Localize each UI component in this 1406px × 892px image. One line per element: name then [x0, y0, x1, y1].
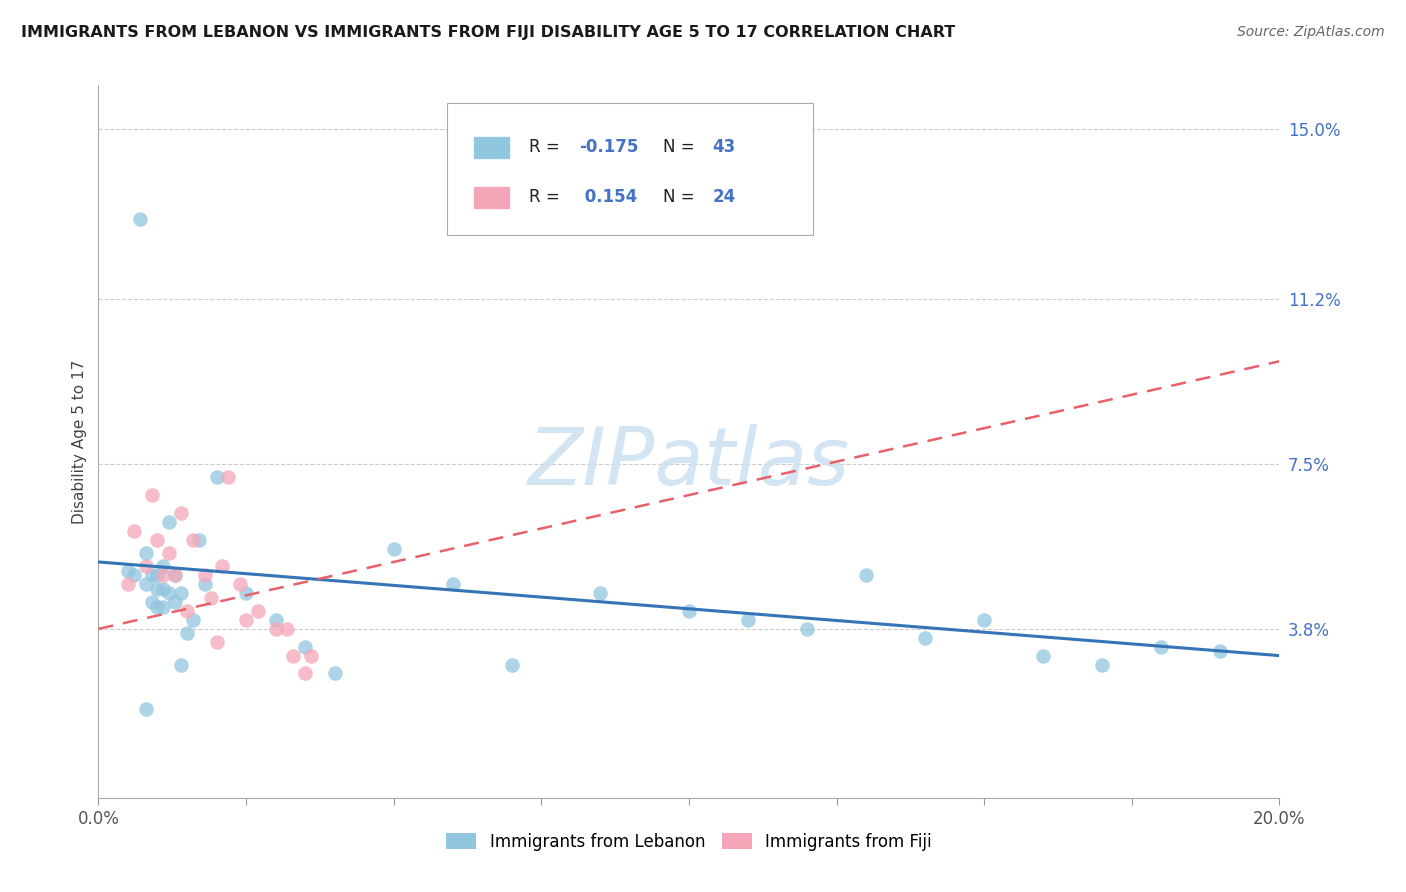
Point — [141, 488, 163, 502]
Text: IMMIGRANTS FROM LEBANON VS IMMIGRANTS FROM FIJI DISABILITY AGE 5 TO 17 CORRELATI: IMMIGRANTS FROM LEBANON VS IMMIGRANTS FR… — [21, 25, 955, 40]
Point — [194, 568, 217, 582]
Point — [501, 657, 523, 672]
Point — [152, 599, 174, 614]
Text: -0.175: -0.175 — [579, 138, 638, 156]
Point — [157, 586, 180, 600]
Point — [176, 626, 198, 640]
Point — [117, 577, 139, 591]
Text: ZIPatlas: ZIPatlas — [527, 424, 851, 502]
FancyBboxPatch shape — [447, 103, 813, 235]
Point — [117, 564, 139, 578]
Point — [914, 631, 936, 645]
Text: 43: 43 — [713, 138, 735, 156]
Point — [165, 568, 187, 582]
Point — [1150, 640, 1173, 654]
Point — [264, 622, 287, 636]
FancyBboxPatch shape — [474, 136, 509, 158]
Point — [264, 613, 287, 627]
Point — [973, 613, 995, 627]
Point — [194, 577, 217, 591]
Text: R =: R = — [530, 188, 565, 206]
Legend: Immigrants from Lebanon, Immigrants from Fiji: Immigrants from Lebanon, Immigrants from… — [440, 827, 938, 858]
Point — [217, 470, 239, 484]
Point — [323, 666, 346, 681]
Point — [141, 568, 163, 582]
Text: Source: ZipAtlas.com: Source: ZipAtlas.com — [1237, 25, 1385, 39]
Point — [135, 559, 157, 574]
Point — [152, 582, 174, 596]
Point — [146, 568, 169, 582]
Point — [170, 506, 193, 520]
Point — [152, 559, 174, 574]
Point — [181, 613, 204, 627]
Point — [157, 515, 180, 529]
Point — [176, 604, 198, 618]
Point — [135, 546, 157, 560]
Point — [146, 582, 169, 596]
Point — [1032, 648, 1054, 663]
Point — [141, 595, 163, 609]
Text: N =: N = — [664, 138, 700, 156]
Point — [211, 559, 233, 574]
FancyBboxPatch shape — [474, 186, 509, 208]
Text: N =: N = — [664, 188, 700, 206]
Point — [146, 533, 169, 547]
Point — [122, 524, 145, 538]
Point — [299, 648, 322, 663]
Point — [276, 622, 298, 636]
Point — [229, 577, 252, 591]
Point — [165, 568, 187, 582]
Point — [157, 546, 180, 560]
Point — [246, 604, 269, 618]
Y-axis label: Disability Age 5 to 17: Disability Age 5 to 17 — [72, 359, 87, 524]
Point — [181, 533, 204, 547]
Point — [170, 586, 193, 600]
Text: R =: R = — [530, 138, 565, 156]
Point — [135, 577, 157, 591]
Text: 24: 24 — [713, 188, 735, 206]
Point — [796, 622, 818, 636]
Point — [165, 595, 187, 609]
Point — [205, 635, 228, 649]
Point — [294, 640, 316, 654]
Point — [146, 599, 169, 614]
Point — [855, 568, 877, 582]
Point — [1209, 644, 1232, 658]
Text: 0.154: 0.154 — [579, 188, 637, 206]
Point — [441, 577, 464, 591]
Point — [678, 604, 700, 618]
Point — [737, 613, 759, 627]
Point — [170, 657, 193, 672]
Point — [589, 586, 612, 600]
Point — [152, 568, 174, 582]
Point — [1091, 657, 1114, 672]
Point — [294, 666, 316, 681]
Point — [283, 648, 305, 663]
Point — [205, 470, 228, 484]
Point — [122, 568, 145, 582]
Point — [200, 591, 222, 605]
Point — [235, 613, 257, 627]
Point — [135, 702, 157, 716]
Point — [128, 211, 150, 226]
Point — [382, 541, 405, 556]
Point — [187, 533, 209, 547]
Point — [235, 586, 257, 600]
